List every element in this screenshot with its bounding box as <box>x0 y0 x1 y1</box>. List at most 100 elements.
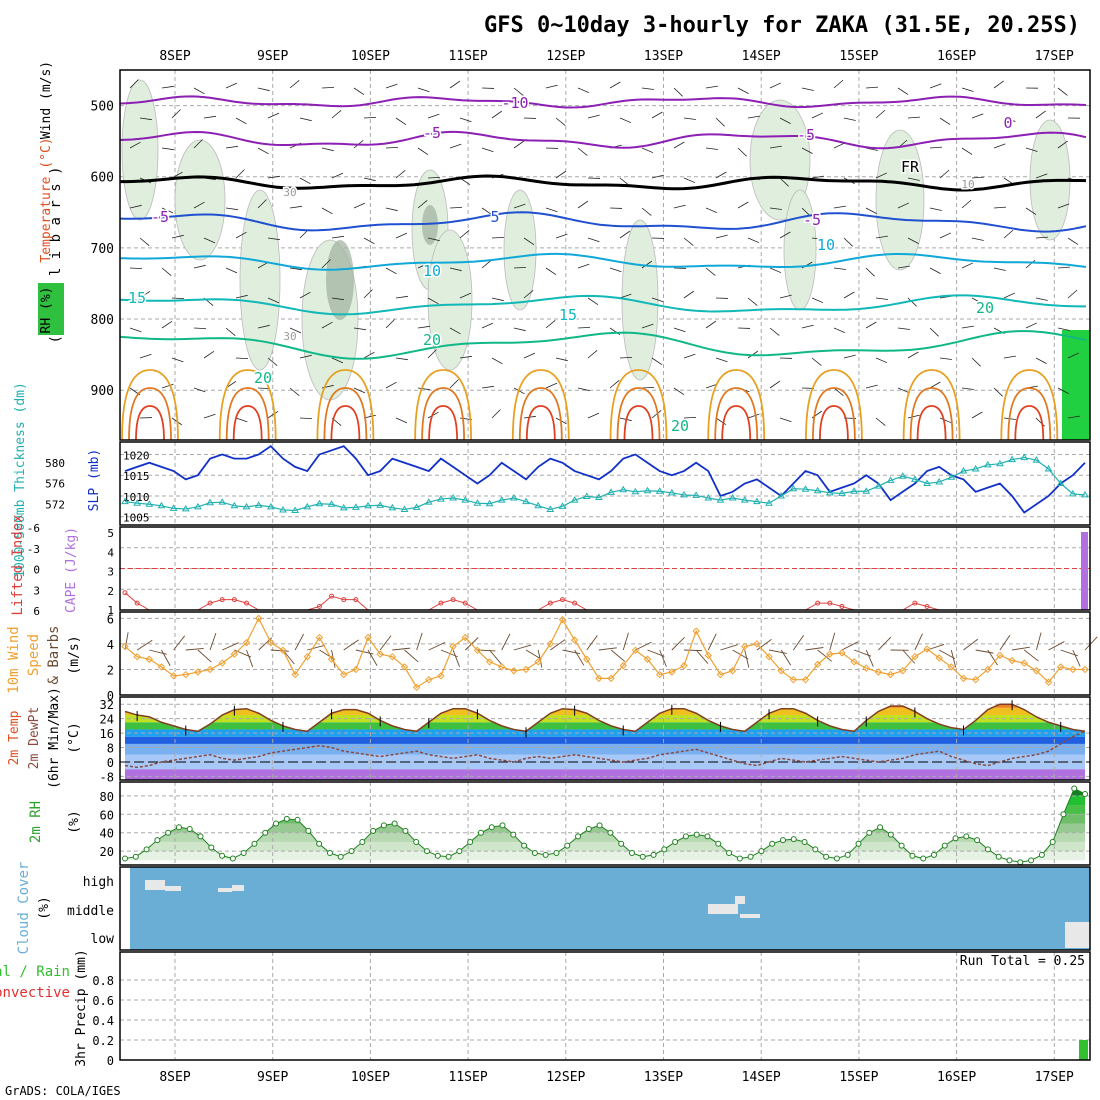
wind-speed-point <box>789 675 798 684</box>
thickness-point <box>133 499 142 506</box>
wind-barb <box>353 387 366 394</box>
date-label-top: 16SEP <box>937 49 976 64</box>
wind-speed-point <box>182 670 190 679</box>
temp-band <box>125 769 1085 780</box>
wind-barb <box>779 294 792 299</box>
wind-barb-10m <box>246 649 254 668</box>
isotherm-20 <box>119 330 1087 360</box>
wind-barb <box>193 87 205 95</box>
thickness-point <box>1020 453 1029 461</box>
wind-barb <box>331 357 344 364</box>
wind-barb <box>395 169 406 179</box>
wind-barb-10m <box>525 649 542 660</box>
wind-barb <box>193 201 205 209</box>
wind-speed-point <box>728 667 737 675</box>
wind-barb <box>779 417 792 423</box>
wind-barb <box>737 87 749 94</box>
wind-speed-point <box>838 649 846 657</box>
wind-speed-point <box>971 675 980 684</box>
wind-barb <box>651 409 662 419</box>
wind-barb-10m <box>841 641 859 651</box>
thickness-point <box>181 504 190 512</box>
wind-barb <box>715 357 728 363</box>
temp2m-axis-label-4: (°C) <box>67 722 82 753</box>
thickness-point <box>765 499 773 506</box>
rh-point <box>930 851 937 858</box>
wind-barb <box>769 145 782 149</box>
wind-barb <box>417 325 430 329</box>
warm-isotherm <box>232 405 263 441</box>
wind-barb <box>993 80 1004 89</box>
wind-barb-10m <box>695 649 709 664</box>
wind-barb <box>705 147 718 150</box>
thickness-point <box>522 497 530 505</box>
wind-barb <box>1035 173 1048 179</box>
lifted-index-tick: 0 <box>33 564 40 577</box>
warm-isotherm <box>128 387 172 441</box>
wind10m-panel: 0 2 4 6 10m Wind Speed & Barbs (m/s) <box>6 611 1098 703</box>
date-label-bottom: 14SEP <box>742 1070 781 1085</box>
lifted-index-axis-label: Lifted Index <box>10 514 26 615</box>
wind-barb <box>833 267 846 270</box>
wind-barb <box>545 207 558 213</box>
wind-barb <box>395 357 408 361</box>
cloud-level-label: middle <box>67 904 114 919</box>
warm-isotherm <box>330 405 361 441</box>
lifted-index-point <box>341 597 347 603</box>
wind-barb-10m <box>501 633 511 651</box>
rh-tick: 60 <box>100 808 114 822</box>
pressure-tick: 700 <box>91 242 114 257</box>
wind-barb <box>1035 357 1047 364</box>
temperature-axis-label: Temperature (°C) <box>39 137 54 262</box>
wind-barb-10m <box>173 635 186 651</box>
wind-barb <box>1057 266 1070 269</box>
precip-tick: 0.4 <box>92 1014 114 1028</box>
pressure-tick: 800 <box>91 313 114 328</box>
thickness-point <box>509 494 518 501</box>
contour-label: 0 <box>1003 114 1012 132</box>
wind-barb <box>139 353 152 359</box>
wind-barb <box>587 297 599 306</box>
wind-barb <box>587 349 598 359</box>
date-label-bottom: 16SEP <box>937 1070 976 1085</box>
rh-shade-dark <box>422 205 438 245</box>
warm-isotherm <box>316 369 375 441</box>
wind-barb <box>321 259 331 269</box>
wind-speed-point <box>753 640 761 648</box>
thickness-point <box>242 502 251 510</box>
wind-barb-10m <box>720 644 738 651</box>
wind-barb-10m <box>197 649 212 663</box>
rh-point <box>467 838 474 845</box>
wind-barb-10m <box>550 639 566 651</box>
wind-barb-10m <box>659 649 667 667</box>
wind-speed-point <box>157 663 166 671</box>
lifted-index-point <box>134 600 140 606</box>
wind-barb <box>321 147 334 152</box>
wind-speed-point <box>996 651 1004 660</box>
wind-speed-point <box>485 658 494 666</box>
rh-point <box>370 827 377 834</box>
wind-barb <box>939 117 951 125</box>
rh-point <box>337 853 344 860</box>
slp-tick: 1015 <box>123 470 150 483</box>
rh-point <box>413 838 420 845</box>
thickness-point <box>558 502 567 509</box>
date-label-top: 12SEP <box>546 49 585 64</box>
wind-barb <box>129 267 143 270</box>
wind-barb-10m <box>707 633 717 651</box>
thickness-point <box>388 503 397 511</box>
contour-label: -5 <box>803 211 821 229</box>
wind-barb <box>257 87 270 92</box>
wind-barb <box>961 147 973 155</box>
wind-barb <box>769 207 782 210</box>
wind-barb-10m <box>586 635 598 651</box>
wind-barb-10m <box>683 649 702 652</box>
rh-point <box>974 837 981 844</box>
wind-barb <box>747 237 760 244</box>
wind-barb <box>427 349 437 359</box>
wind-barb <box>417 147 429 156</box>
warm-isotherm <box>616 387 661 441</box>
wind-barb <box>513 327 526 332</box>
wind-barb-10m <box>780 649 792 666</box>
